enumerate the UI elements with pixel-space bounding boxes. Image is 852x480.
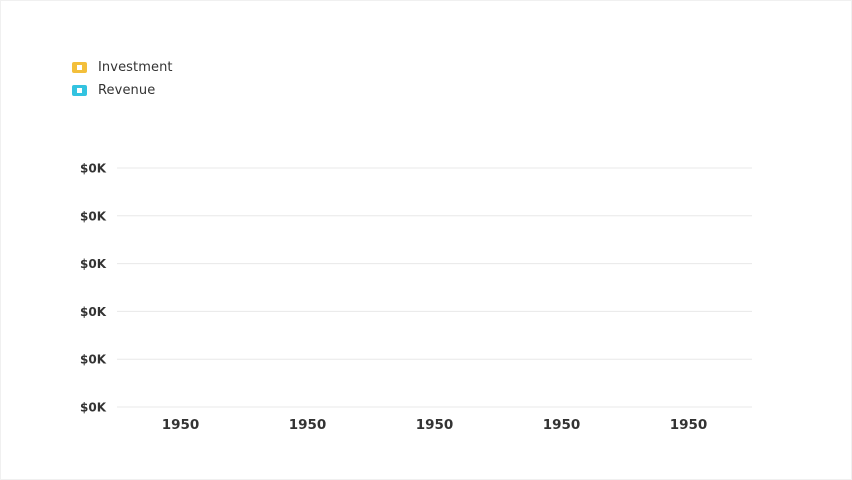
x-tick-label: 1950 [289,417,327,433]
x-tick-label: 1950 [416,417,454,433]
y-tick-label: $0K [80,353,107,367]
legend-label-investment: Investment [98,59,173,75]
y-tick-label: $0K [80,401,107,415]
y-tick-label: $0K [80,305,107,319]
legend-item-investment[interactable]: Investment [72,58,173,76]
legend-swatch-revenue [72,84,87,96]
legend-swatch-investment [72,61,87,73]
y-axis-ticks: $0K $0K $0K $0K $0K $0K [80,162,107,415]
legend-item-revenue[interactable]: Revenue [72,81,173,99]
gridlines [117,167,752,408]
legend-label-revenue: Revenue [98,82,156,98]
x-tick-label: 1950 [670,417,708,433]
x-tick-label: 1950 [543,417,581,433]
x-tick-label: 1950 [162,417,200,433]
x-axis-ticks: 1950 1950 1950 1950 1950 [162,417,708,433]
y-tick-label: $0K [80,257,107,271]
y-tick-label: $0K [80,209,107,223]
y-tick-label: $0K [80,162,107,176]
chart-legend: Investment Revenue [72,58,173,104]
